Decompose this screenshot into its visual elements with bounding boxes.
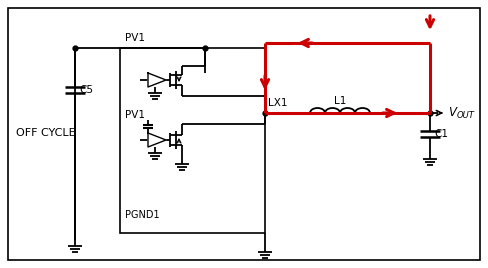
Bar	[120, 48, 265, 233]
Text: C1: C1	[434, 129, 448, 139]
Polygon shape	[148, 133, 166, 147]
Text: L1: L1	[334, 96, 346, 106]
Text: V: V	[448, 106, 456, 118]
Text: PV1: PV1	[125, 110, 145, 120]
Text: OFF CYCLE: OFF CYCLE	[16, 128, 76, 138]
Text: LX1: LX1	[268, 98, 287, 108]
Text: OUT: OUT	[457, 111, 475, 121]
Text: PV1: PV1	[125, 33, 145, 43]
Polygon shape	[148, 73, 166, 87]
Text: C5: C5	[79, 85, 93, 95]
Text: PGND1: PGND1	[125, 210, 160, 220]
